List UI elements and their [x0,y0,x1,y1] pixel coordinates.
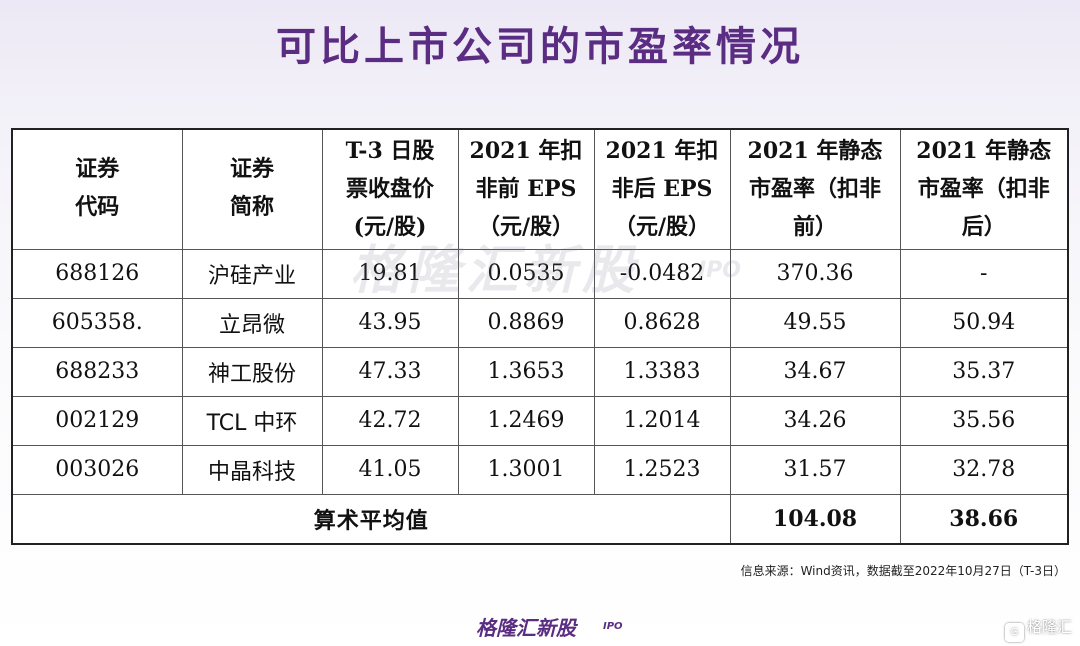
cell-pe-after: 32.78 [899,444,1069,495]
header-pe-before: 2021 年静态 市盈率（扣非 前） [729,128,901,250]
cell-eps-before: 1.3001 [457,444,595,495]
cell-code: 688126 [11,248,183,299]
cell-code: 003026 [11,444,183,495]
cell-name: 神工股份 [181,346,323,397]
cell-close-price: 41.05 [321,444,459,495]
cell-name: 沪硅产业 [181,248,323,299]
header-security-name: 证券 简称 [181,128,323,250]
cell-code: 002129 [11,395,183,446]
header-eps-before: 2021 年扣 非前 EPS （元/股） [457,128,595,250]
cell-eps-after: -0.0482 [593,248,731,299]
cell-pe-after: 35.37 [899,346,1069,397]
average-pe-before: 104.08 [729,493,901,544]
cell-pe-before: 370.36 [729,248,901,299]
cell-pe-after: - [899,248,1069,299]
cell-pe-before: 49.55 [729,297,901,348]
average-pe-after: 38.66 [899,493,1069,544]
cell-name: 立昂微 [181,297,323,348]
cell-close-price: 19.81 [321,248,459,299]
cell-close-price: 47.33 [321,346,459,397]
header-security-code: 证券 代码 [11,128,183,250]
header-pe-after: 2021 年静态 市盈率（扣非 后） [899,128,1069,250]
table-row: 688126 沪硅产业 19.81 0.0535 -0.0482 370.36 … [11,248,1069,299]
cell-close-price: 42.72 [321,395,459,446]
cell-name: 中晶科技 [181,444,323,495]
gelonghui-logo-icon: G [1004,623,1024,642]
corner-watermark-text: 格隆汇 [1026,618,1072,636]
cell-eps-after: 1.2014 [593,395,731,446]
table-row: 003026 中晶科技 41.05 1.3001 1.2523 31.57 32… [11,444,1069,495]
average-row: 算术平均值 104.08 38.66 [11,493,1069,544]
watermark-ipo: IPO [698,258,742,283]
cell-pe-before: 34.26 [729,395,901,446]
cell-pe-after: 50.94 [899,297,1069,348]
cell-eps-before: 1.2469 [457,395,595,446]
cell-eps-after: 1.2523 [593,444,731,495]
corner-watermark: G 格隆汇 [1004,616,1072,642]
cell-pe-before: 31.57 [729,444,901,495]
cell-close-price: 43.95 [321,297,459,348]
brand-logo-text: 格隆汇新股 [476,616,576,640]
table-row: 605358. 立昂微 43.95 0.8869 0.8628 49.55 50… [11,297,1069,348]
cell-code: 605358. [11,297,183,348]
cell-eps-before: 0.8869 [457,297,595,348]
cell-pe-before: 34.67 [729,346,901,397]
cell-pe-after: 35.56 [899,395,1069,446]
page-title: 可比上市公司的市盈率情况 [276,24,804,70]
table-row: 002129 TCL 中环 42.72 1.2469 1.2014 34.26 … [11,395,1069,446]
cell-name: TCL 中环 [181,395,323,446]
cell-eps-before: 1.3653 [457,346,595,397]
table-row: 688233 神工股份 47.33 1.3653 1.3383 34.67 35… [11,346,1069,397]
table-header-row: 证券 代码 证券 简称 T-3 日股 票收盘价 (元/股) 2021 年扣 非前… [11,128,1069,250]
source-note: 信息来源：Wind资讯，数据截至2022年10月27日（T-3日） [740,564,1066,578]
cell-code: 688233 [11,346,183,397]
pe-comparison-table: 证券 代码 证券 简称 T-3 日股 票收盘价 (元/股) 2021 年扣 非前… [11,128,1069,545]
header-eps-after: 2021 年扣 非后 EPS （元/股） [593,128,731,250]
cell-eps-after: 1.3383 [593,346,731,397]
cell-eps-after: 0.8628 [593,297,731,348]
brand-logo-ipo: IPO [603,621,623,632]
header-close-price: T-3 日股 票收盘价 (元/股) [321,128,459,250]
cell-eps-before: 0.0535 [457,248,595,299]
average-label: 算术平均值 [11,493,731,544]
